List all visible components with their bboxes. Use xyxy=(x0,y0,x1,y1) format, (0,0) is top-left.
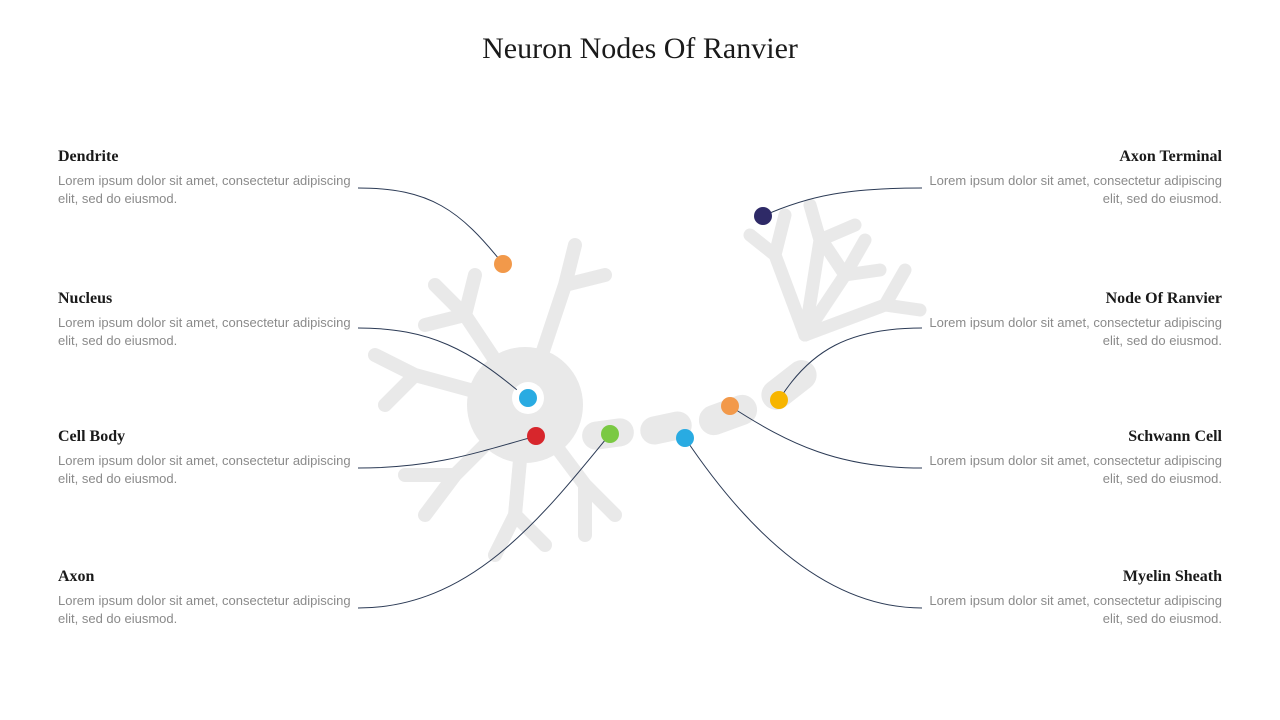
label-title-axon-terminal: Axon Terminal xyxy=(922,148,1222,166)
schwann-cell-dot xyxy=(721,397,739,415)
label-title-axon: Axon xyxy=(58,568,358,586)
label-axon: Axon Lorem ipsum dolor sit amet, consecte… xyxy=(58,568,358,628)
label-body-cell-body: Lorem ipsum dolor sit amet, consectetur … xyxy=(58,452,358,488)
label-body-myelin-sheath: Lorem ipsum dolor sit amet, consectetur … xyxy=(922,592,1222,628)
label-body-axon-terminal: Lorem ipsum dolor sit amet, consectetur … xyxy=(922,172,1222,208)
slide: Neuron Nodes Of Ranvier DendriteLorem ip… xyxy=(0,0,1280,720)
label-title-nucleus: Nucleus xyxy=(58,290,358,308)
label-body-schwann-cell: Lorem ipsum dolor sit amet, consectetur … xyxy=(922,452,1222,488)
label-body-node-of-ranvier: Lorem ipsum dolor sit amet, consectetur … xyxy=(922,314,1222,350)
cell-body-dot xyxy=(527,427,545,445)
label-title-cell-body: Cell Body xyxy=(58,428,358,446)
node-of-ranvier-dot xyxy=(770,391,788,409)
axon-dot xyxy=(601,425,619,443)
label-nucleus: Nucleus Lorem ipsum dolor sit amet, conse… xyxy=(58,290,358,350)
dendrite-dot xyxy=(494,255,512,273)
c-dendrite xyxy=(358,188,503,264)
label-body-axon: Lorem ipsum dolor sit amet, consectetur … xyxy=(58,592,358,628)
label-cell-body: Cell Body Lorem ipsum dolor sit amet, con… xyxy=(58,428,358,488)
label-title-schwann-cell: Schwann Cell xyxy=(922,428,1222,446)
label-title-node-of-ranvier: Node Of Ranvier xyxy=(922,290,1222,308)
label-title-dendrite: Dendrite xyxy=(58,148,358,166)
label-schwann-cell: Schwann Cell Lorem ipsum dolor sit amet, … xyxy=(922,428,1222,488)
myelin-sheath-dot xyxy=(676,429,694,447)
label-myelin-sheath: Myelin Sheath Lorem ipsum dolor sit amet,… xyxy=(922,568,1222,628)
axon-terminal-dot xyxy=(754,207,772,225)
label-body-nucleus: Lorem ipsum dolor sit amet, consectetur … xyxy=(58,314,358,350)
label-title-myelin-sheath: Myelin Sheath xyxy=(922,568,1222,586)
label-body-dendrite: Lorem ipsum dolor sit amet, consectetur … xyxy=(58,172,358,208)
label-node-of-ranvier: Node Of Ranvier Lorem ipsum dolor sit ame… xyxy=(922,290,1222,350)
label-dendrite: Dendrite Lorem ipsum dolor sit amet, cons… xyxy=(58,148,358,208)
c-myelin-sheath xyxy=(685,438,922,608)
label-axon-terminal: Axon Terminal Lorem ipsum dolor sit amet,… xyxy=(922,148,1222,208)
c-schwann-cell xyxy=(730,406,922,468)
nucleus-dot xyxy=(519,389,537,407)
